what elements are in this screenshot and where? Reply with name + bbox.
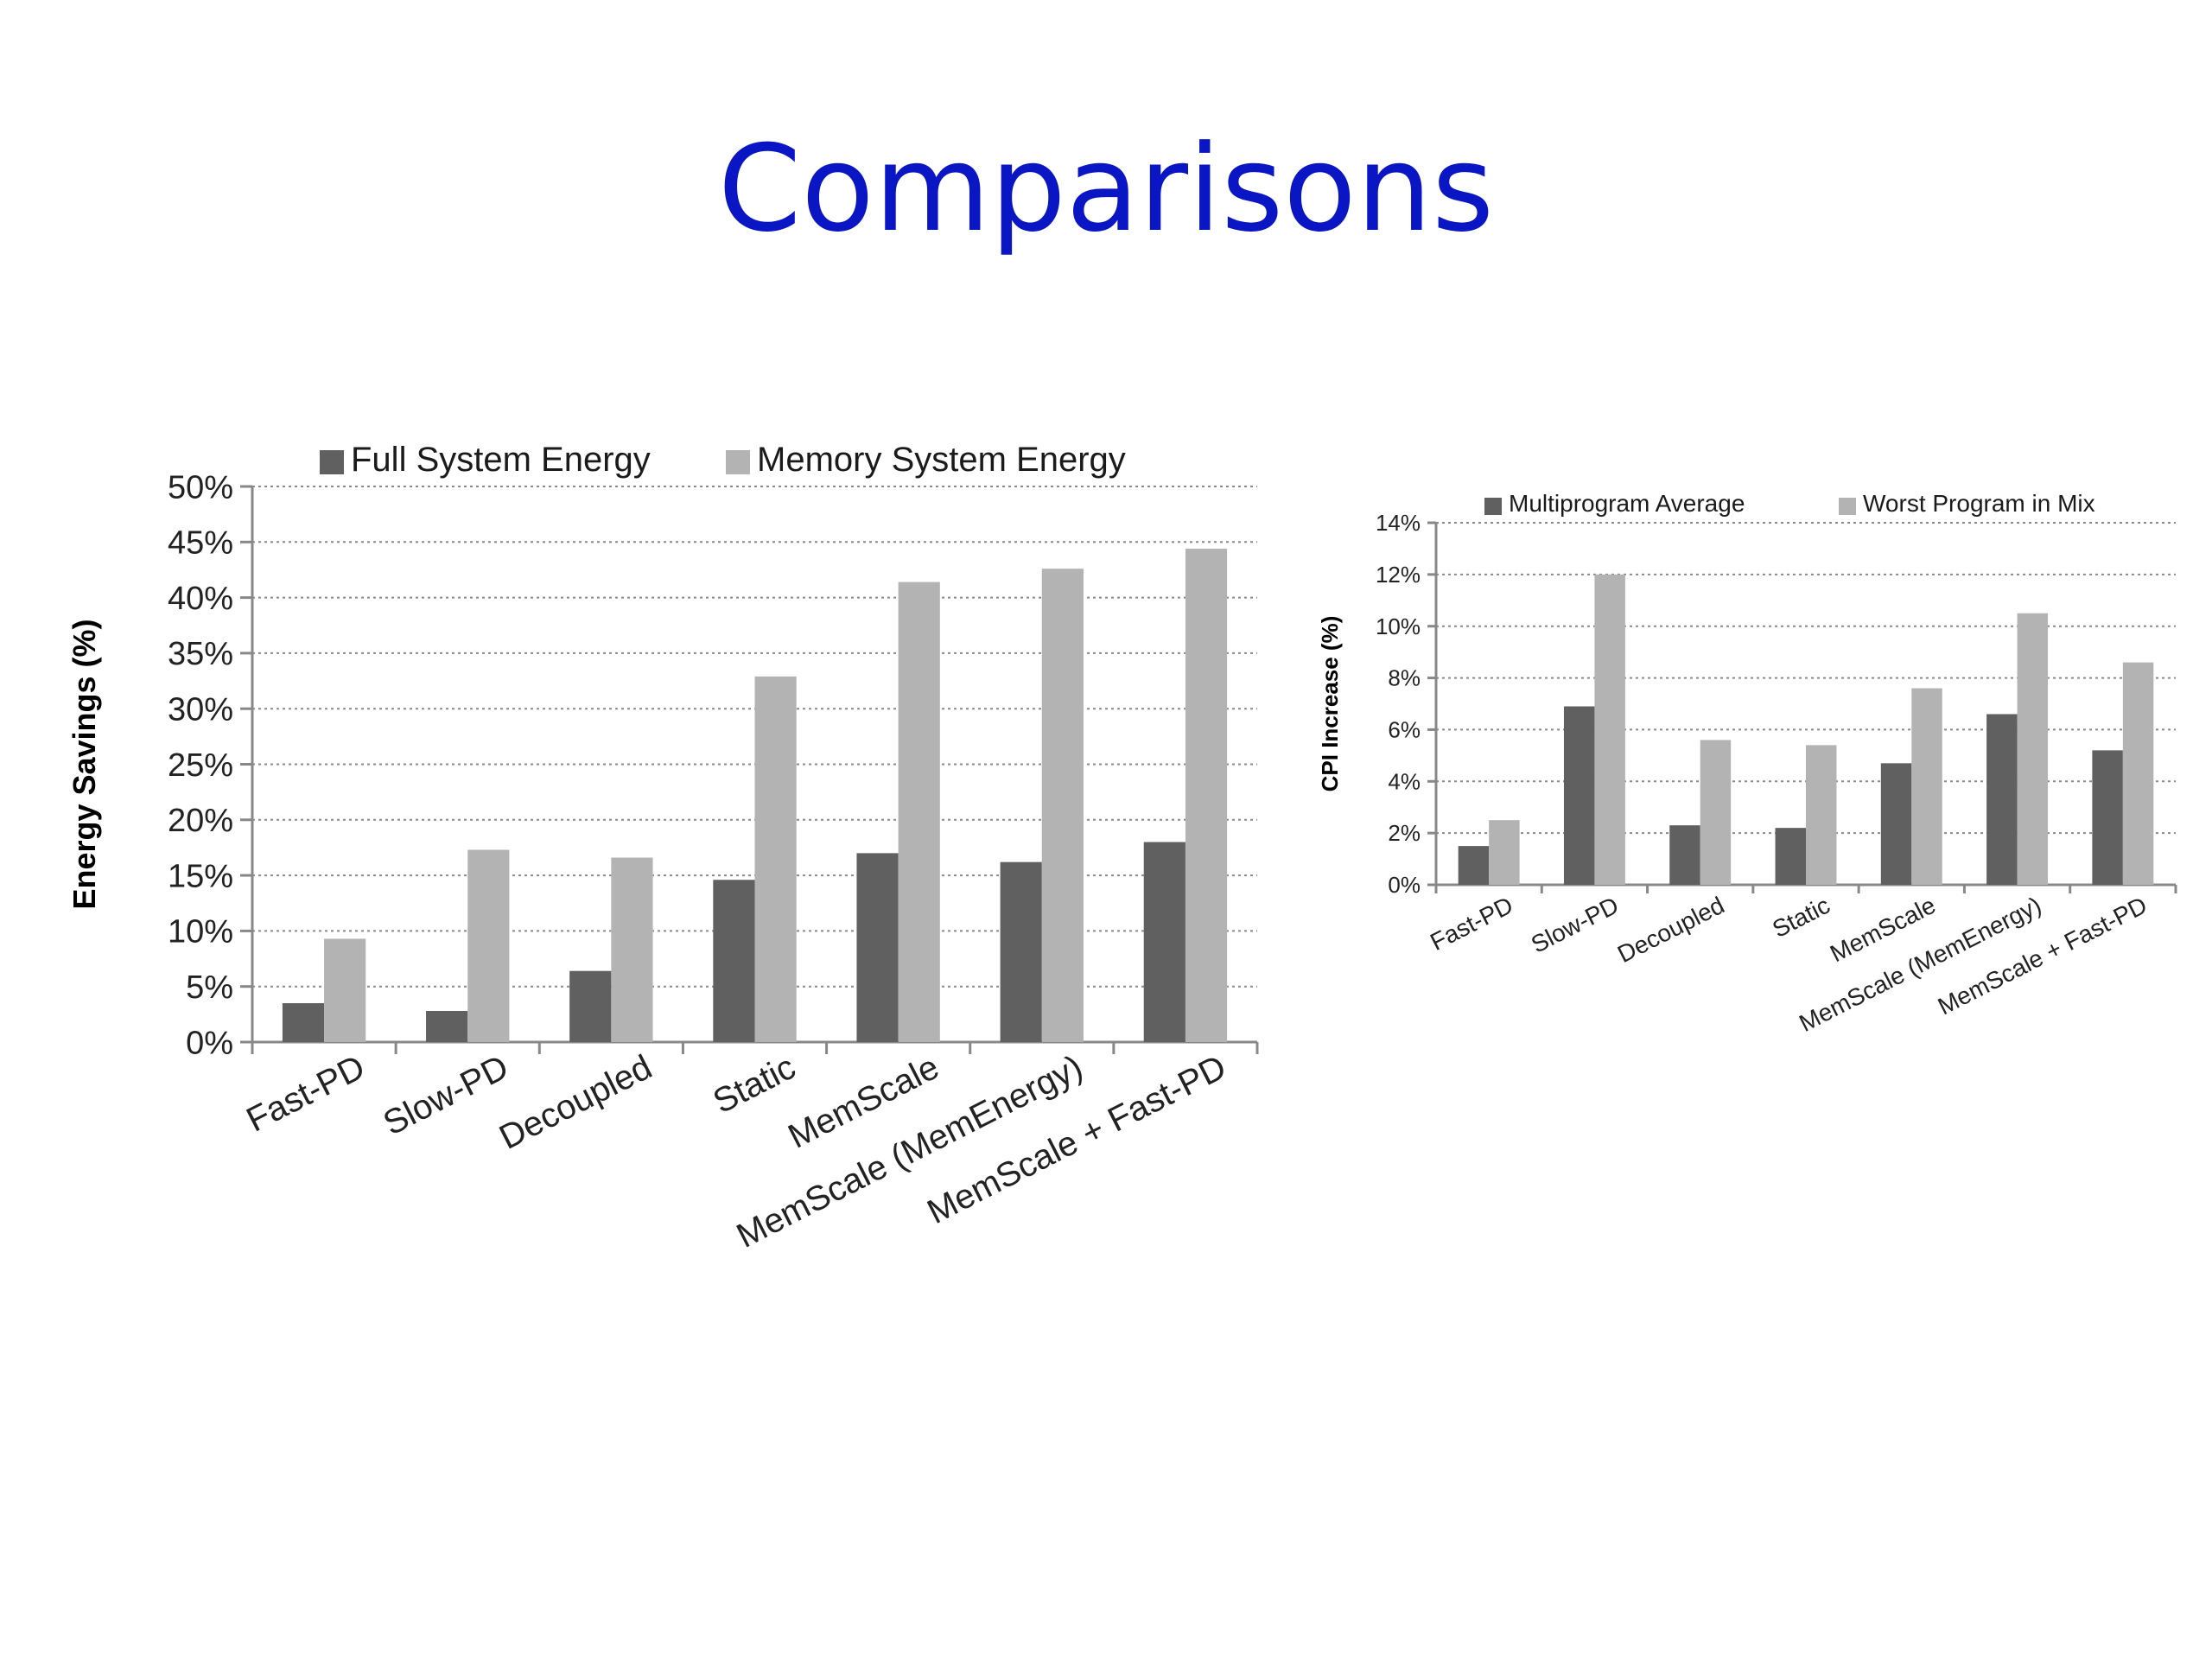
cpi-bar-b xyxy=(2017,613,2049,885)
energy-bar-a xyxy=(282,1002,325,1042)
energy-legend-label: Memory System Energy xyxy=(757,441,1126,479)
energy-y-tick-label: 15% xyxy=(168,858,233,894)
cpi-bar-b xyxy=(1594,574,1625,885)
energy-y-tick-label: 30% xyxy=(168,692,233,728)
energy-y-tick-label: 45% xyxy=(168,525,233,562)
energy-bar-b xyxy=(324,938,366,1042)
energy-y-tick-label: 25% xyxy=(168,747,233,784)
cpi-legend-label: Worst Program in Mix xyxy=(1863,490,2095,517)
cpi-bar-b xyxy=(1911,688,1942,885)
energy-y-tick-label: 35% xyxy=(168,636,233,672)
cpi-bar-a xyxy=(2092,750,2123,885)
cpi-y-tick-label: 12% xyxy=(1376,562,1421,588)
energy-bar-b xyxy=(898,582,940,1042)
cpi-y-tick-label: 2% xyxy=(1388,820,1421,846)
cpi-bar-a xyxy=(1458,846,1490,885)
cpi-bar-a xyxy=(1775,828,1806,885)
energy-y-tick-label: 5% xyxy=(186,969,233,1006)
energy-y-tick-label: 40% xyxy=(168,581,233,617)
cpi-bar-a xyxy=(1986,714,2018,885)
cpi-legend-label: Multiprogram Average xyxy=(1509,490,1745,517)
energy-bar-a xyxy=(1143,842,1185,1042)
cpi-category-label: Slow-PD xyxy=(1527,892,1623,958)
energy-legend-label: Full System Energy xyxy=(351,441,651,479)
cpi-y-tick-label: 0% xyxy=(1388,872,1421,898)
energy-bar-b xyxy=(1185,549,1228,1042)
cpi-legend-swatch xyxy=(1484,498,1502,515)
energy-bar-b xyxy=(1041,569,1084,1042)
energy-bar-b xyxy=(611,857,653,1042)
cpi-bar-a xyxy=(1563,706,1595,885)
cpi-category-label: Fast-PD xyxy=(1426,892,1517,956)
energy-y-tick-label: 10% xyxy=(168,914,233,950)
cpi-y-tick-label: 14% xyxy=(1376,510,1421,536)
cpi-bar-b xyxy=(2122,662,2154,885)
cpi-bar-a xyxy=(1880,763,1912,885)
cpi-bar-b xyxy=(1806,745,1837,885)
energy-y-axis-title: Energy Savings (%) xyxy=(67,619,102,909)
energy-bar-a xyxy=(1000,861,1042,1042)
cpi-bar-a xyxy=(1669,825,1700,885)
cpi-category-label: Static xyxy=(1768,892,1834,943)
cpi-category-label: Decoupled xyxy=(1613,892,1728,968)
energy-bar-a xyxy=(569,970,612,1042)
energy-y-tick-label: 50% xyxy=(168,469,233,505)
energy-bar-b xyxy=(467,849,510,1042)
energy-legend-swatch xyxy=(320,450,344,474)
cpi-y-tick-label: 8% xyxy=(1388,665,1421,691)
slide-title: Comparisons xyxy=(717,119,1495,258)
cpi-legend-swatch xyxy=(1839,498,1856,515)
cpi-bar-b xyxy=(1700,740,1732,885)
energy-y-tick-label: 0% xyxy=(186,1025,233,1061)
cpi-y-tick-label: 6% xyxy=(1388,717,1421,743)
energy-bar-a xyxy=(426,1010,468,1042)
cpi-y-tick-label: 4% xyxy=(1388,768,1421,794)
cpi-bar-b xyxy=(1489,820,1520,885)
energy-legend-swatch xyxy=(726,450,750,474)
energy-bar-a xyxy=(713,880,755,1042)
cpi-y-tick-label: 10% xyxy=(1376,613,1421,639)
energy-bar-b xyxy=(754,676,797,1042)
cpi-y-axis-title: CPI Increase (%) xyxy=(1317,616,1343,792)
energy-bar-a xyxy=(856,853,899,1042)
energy-y-tick-label: 20% xyxy=(168,803,233,839)
